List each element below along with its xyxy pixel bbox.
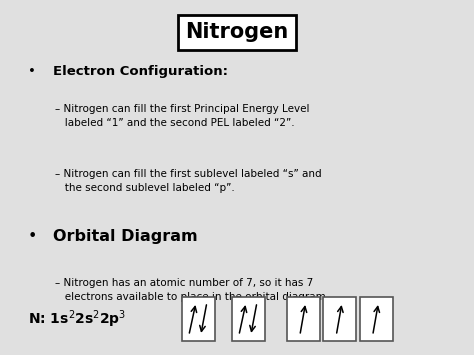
Text: Nitrogen: Nitrogen [185,22,289,43]
Bar [287,297,320,341]
Bar [182,297,215,341]
Text: – Nitrogen can fill the first sublevel labeled “s” and
   the second sublevel la: – Nitrogen can fill the first sublevel l… [55,169,321,192]
Text: N: 1s$^2$2s$^2$2p$^3$: N: 1s$^2$2s$^2$2p$^3$ [27,308,126,330]
Bar [323,297,356,341]
Text: Orbital Diagram: Orbital Diagram [53,229,197,244]
Text: Electron Configuration:: Electron Configuration: [53,65,228,78]
Text: •: • [27,65,36,78]
Text: •: • [27,229,37,244]
Bar [360,297,392,341]
Bar [232,297,265,341]
Text: – Nitrogen can fill the first Principal Energy Level
   labeled “1” and the seco: – Nitrogen can fill the first Principal … [55,104,310,128]
Text: – Nitrogen has an atomic number of 7, so it has 7
   electrons available to plac: – Nitrogen has an atomic number of 7, so… [55,278,329,302]
